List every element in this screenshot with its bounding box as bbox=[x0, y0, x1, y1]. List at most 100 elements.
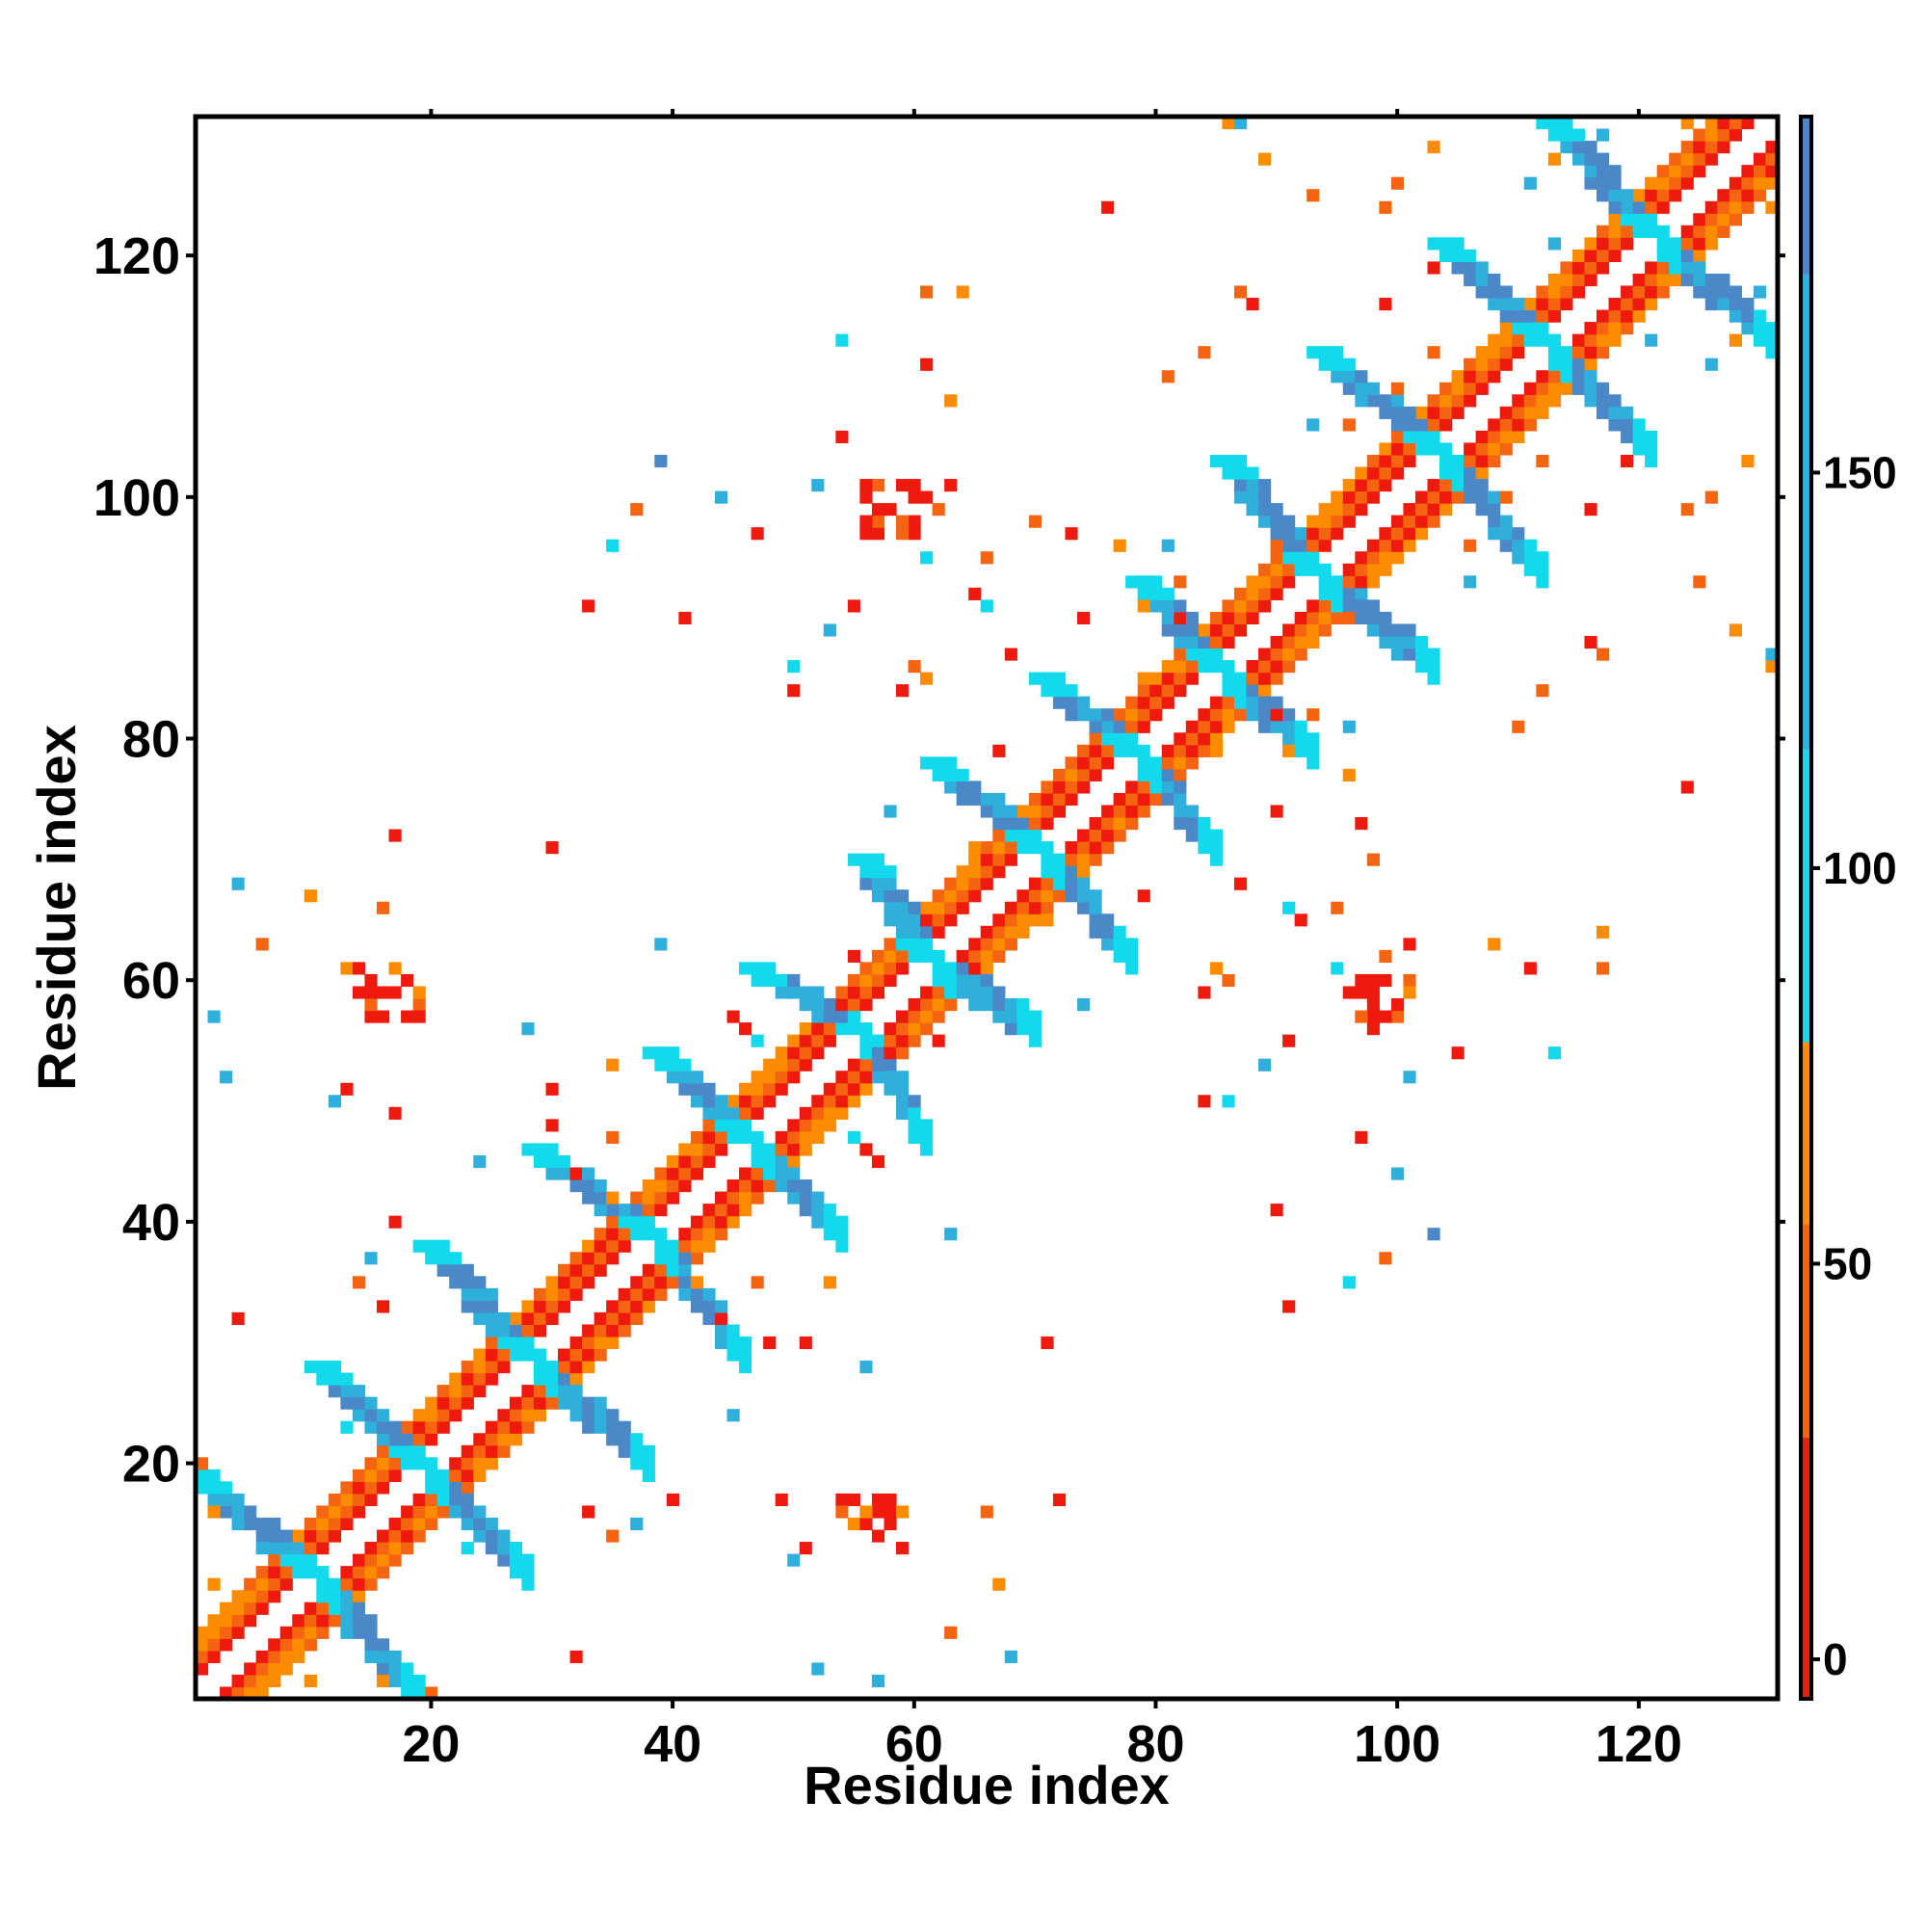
heatmap-cell bbox=[231, 1493, 245, 1507]
heatmap-cell bbox=[956, 781, 969, 794]
heatmap-cell bbox=[1464, 490, 1477, 504]
heatmap-cell bbox=[473, 1372, 487, 1386]
heatmap-cell bbox=[1198, 829, 1211, 842]
heatmap-cell bbox=[473, 1276, 487, 1289]
heatmap-cell bbox=[787, 1167, 801, 1180]
heatmap-cell bbox=[594, 1396, 607, 1410]
heatmap-cell bbox=[1512, 298, 1525, 311]
heatmap-cell bbox=[473, 1457, 487, 1470]
heatmap-cell bbox=[1174, 648, 1187, 661]
heatmap-cell bbox=[1331, 490, 1344, 504]
heatmap-cell bbox=[533, 1311, 547, 1326]
heatmap-cell bbox=[1149, 781, 1163, 794]
heatmap-cell bbox=[1475, 430, 1489, 444]
heatmap-cell bbox=[920, 901, 934, 914]
heatmap-cell bbox=[1342, 370, 1356, 384]
heatmap-cell bbox=[436, 1239, 450, 1253]
heatmap-cell bbox=[751, 973, 764, 988]
heatmap-cell bbox=[1294, 732, 1307, 746]
heatmap-cell bbox=[1125, 949, 1139, 963]
heatmap-cell bbox=[569, 1167, 583, 1180]
heatmap-cell bbox=[1331, 599, 1344, 613]
heatmap-cell bbox=[1584, 165, 1597, 178]
heatmap-cell bbox=[352, 1276, 366, 1289]
heatmap-cell bbox=[787, 660, 801, 674]
heatmap-cell bbox=[1016, 805, 1030, 818]
heatmap-cell bbox=[473, 1505, 487, 1519]
heatmap-cell bbox=[401, 1420, 414, 1434]
heatmap-cell bbox=[1499, 539, 1513, 552]
heatmap-cell bbox=[1390, 1167, 1405, 1180]
heatmap-cell bbox=[944, 962, 958, 975]
heatmap-cell bbox=[1258, 479, 1272, 492]
heatmap-cell bbox=[895, 1046, 910, 1060]
heatmap-cell bbox=[956, 877, 969, 890]
colorbar-band bbox=[1801, 1042, 1811, 1225]
heatmap-cell bbox=[714, 1215, 728, 1229]
heatmap-cell bbox=[1294, 744, 1307, 757]
heatmap-cell bbox=[1137, 599, 1150, 613]
heatmap-cell bbox=[1052, 877, 1067, 890]
heatmap-cell bbox=[1488, 503, 1501, 516]
heatmap-cell bbox=[835, 1010, 849, 1023]
heatmap-cell bbox=[847, 973, 860, 988]
heatmap-cell bbox=[1414, 660, 1429, 674]
heatmap-cell bbox=[1282, 648, 1296, 661]
heatmap-cell bbox=[328, 1385, 342, 1398]
heatmap-cell bbox=[1669, 273, 1682, 287]
heatmap-cell bbox=[1584, 237, 1597, 251]
heatmap-cell bbox=[473, 1517, 487, 1531]
heatmap-cell bbox=[485, 1300, 498, 1313]
heatmap-cell bbox=[1198, 623, 1211, 637]
heatmap-cell bbox=[377, 1650, 390, 1663]
heatmap-cell bbox=[702, 1287, 716, 1301]
heatmap-cell bbox=[509, 1311, 523, 1326]
heatmap-cell bbox=[1307, 708, 1320, 722]
heatmap-cell bbox=[1427, 406, 1440, 419]
heatmap-cell bbox=[714, 1130, 728, 1145]
heatmap-cell bbox=[1185, 660, 1199, 674]
heatmap-cell bbox=[1669, 152, 1682, 166]
heatmap-cell bbox=[871, 1058, 885, 1072]
heatmap-cell bbox=[569, 1385, 583, 1398]
heatmap-cell bbox=[944, 889, 958, 903]
heatmap-cell bbox=[1089, 768, 1102, 781]
heatmap-cell bbox=[352, 1493, 366, 1507]
heatmap-cell bbox=[244, 1577, 257, 1591]
heatmap-cell bbox=[1464, 249, 1477, 263]
heatmap-cell bbox=[1523, 382, 1537, 395]
heatmap-cell bbox=[304, 1542, 317, 1555]
heatmap-cell bbox=[1390, 527, 1405, 541]
heatmap-cell bbox=[1174, 744, 1187, 757]
heatmap-cell bbox=[618, 1287, 631, 1301]
heatmap-cell bbox=[1741, 200, 1755, 214]
heatmap-cell bbox=[569, 1348, 583, 1362]
heatmap-cell bbox=[1390, 430, 1405, 444]
heatmap-cell bbox=[1270, 539, 1283, 552]
heatmap-cell bbox=[1379, 635, 1392, 649]
heatmap-cell bbox=[1161, 599, 1175, 613]
heatmap-cell bbox=[401, 1010, 414, 1023]
heatmap-cell bbox=[799, 1022, 812, 1036]
heatmap-cell bbox=[606, 1215, 620, 1229]
heatmap-cell bbox=[1608, 309, 1622, 323]
heatmap-cell bbox=[787, 1179, 801, 1193]
heatmap-cell bbox=[908, 1034, 921, 1047]
heatmap-cell bbox=[787, 1046, 801, 1060]
heatmap-cell bbox=[1427, 648, 1440, 661]
heatmap-cell bbox=[1258, 1058, 1272, 1072]
heatmap-cell bbox=[871, 949, 885, 963]
heatmap-cell bbox=[1125, 816, 1139, 831]
heatmap-cell bbox=[545, 1167, 559, 1180]
heatmap-cell bbox=[545, 1276, 559, 1289]
heatmap-cell bbox=[630, 1457, 644, 1470]
heatmap-cell bbox=[569, 1650, 583, 1663]
heatmap-cell bbox=[751, 527, 764, 541]
heatmap-cell bbox=[980, 925, 993, 939]
heatmap-cell bbox=[316, 1626, 330, 1639]
heatmap-cell bbox=[207, 1010, 221, 1023]
heatmap-cell bbox=[666, 1239, 679, 1253]
heatmap-cell bbox=[1656, 165, 1670, 178]
heatmap-cell bbox=[1379, 1010, 1392, 1023]
heatmap-cell bbox=[1294, 720, 1307, 733]
